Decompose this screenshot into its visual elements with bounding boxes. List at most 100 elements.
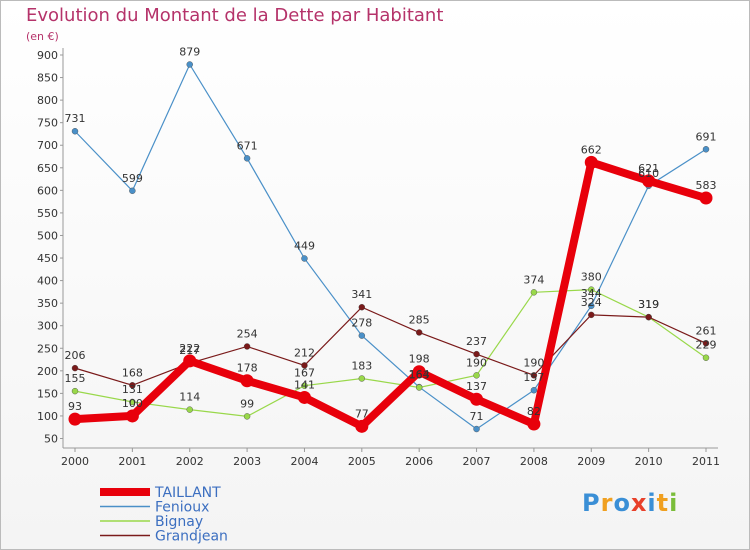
legend-label-taillant: TAILLANT — [154, 485, 221, 501]
legend-label-fenioux: Fenioux — [155, 500, 209, 516]
legend-label-grandjean: Grandjean — [155, 529, 228, 545]
data-label: 164 — [409, 368, 430, 381]
data-label: 319 — [638, 298, 659, 311]
data-label: 599 — [122, 172, 143, 185]
y-tick-label: 850 — [37, 72, 58, 85]
x-tick-label: 2008 — [520, 455, 548, 468]
y-tick-label: 450 — [37, 252, 58, 265]
data-label: 278 — [351, 317, 372, 330]
data-label: 77 — [355, 407, 369, 420]
data-point-grandjean — [415, 329, 423, 336]
y-tick-label: 250 — [37, 342, 58, 355]
data-label: 583 — [696, 179, 717, 192]
data-label: 610 — [638, 167, 659, 180]
y-tick-label: 550 — [37, 207, 58, 220]
x-tick-label: 2009 — [577, 455, 605, 468]
y-tick-label: 800 — [37, 94, 58, 107]
data-label: 731 — [65, 112, 86, 125]
series-line-taillant — [74, 157, 708, 432]
data-label: 198 — [409, 353, 430, 366]
data-point-grandjean — [645, 313, 652, 321]
data-label: 319 — [638, 298, 659, 311]
y-tick-label: 300 — [37, 320, 58, 333]
proxiti-logo: Proxiti — [582, 489, 679, 517]
x-tick-label: 2006 — [405, 455, 433, 468]
data-point-grandjean — [129, 382, 136, 389]
data-point-grandjean — [358, 304, 366, 311]
y-tick-label: 50 — [44, 433, 58, 446]
y-tick-label: 400 — [37, 275, 58, 288]
data-label: 212 — [294, 346, 315, 359]
data-point-fenioux — [702, 146, 710, 153]
data-label: 93 — [68, 400, 82, 413]
data-point-bignay — [415, 384, 423, 391]
data-point-fenioux — [71, 128, 79, 135]
data-point-bignay — [473, 372, 480, 379]
data-point-taillant — [125, 409, 139, 423]
data-point-bignay — [186, 406, 193, 413]
series-line-bignay — [74, 289, 707, 418]
data-label: 167 — [294, 367, 315, 380]
data-point-fenioux — [473, 425, 480, 433]
data-point-bignay — [129, 398, 136, 406]
data-point-taillant — [470, 392, 484, 406]
data-label: 190 — [523, 356, 544, 369]
data-point-taillant — [68, 412, 82, 426]
x-tick-label: 2001 — [118, 455, 146, 468]
data-label: 449 — [294, 239, 315, 252]
y-tick-label: 900 — [37, 49, 58, 62]
data-label: 691 — [696, 130, 717, 143]
chart-title: Evolution du Montant de la Dette par Hab… — [26, 5, 444, 26]
data-label: 671 — [237, 139, 258, 152]
x-tick-label: 2005 — [348, 455, 376, 468]
data-point-grandjean — [301, 362, 308, 369]
data-point-bignay — [243, 413, 251, 420]
data-label: 163 — [409, 369, 430, 382]
data-label: 222 — [179, 342, 200, 355]
x-tick-label: 2004 — [290, 455, 318, 468]
x-tick-label: 2011 — [692, 455, 720, 468]
y-tick-label: 500 — [37, 229, 58, 242]
data-point-taillant — [584, 155, 598, 169]
data-point-taillant — [527, 417, 541, 431]
data-point-grandjean — [530, 372, 538, 379]
y-tick-label: 350 — [37, 297, 58, 310]
data-point-taillant — [355, 419, 369, 433]
data-point-taillant — [240, 374, 254, 388]
data-label: 168 — [122, 366, 143, 379]
data-point-fenioux — [358, 332, 366, 339]
data-point-bignay — [301, 382, 308, 389]
y-tick-label: 750 — [37, 117, 58, 130]
data-label: 114 — [179, 391, 200, 404]
data-label: 131 — [122, 383, 143, 396]
y-tick-label: 150 — [37, 387, 58, 400]
series-line-grandjean — [74, 306, 707, 386]
data-label: 621 — [638, 162, 659, 175]
data-point-bignay — [358, 375, 366, 382]
x-tick-label: 2010 — [635, 455, 663, 468]
chart-subtitle: (en €) — [26, 30, 59, 43]
data-point-grandjean — [588, 311, 595, 319]
data-point-fenioux — [301, 255, 308, 262]
data-label: 178 — [237, 362, 258, 375]
y-tick-label: 700 — [37, 139, 58, 152]
y-tick-label: 100 — [37, 410, 58, 423]
x-tick-label: 2002 — [176, 455, 204, 468]
data-label: 344 — [581, 287, 602, 300]
data-point-taillant — [699, 191, 713, 205]
x-tick-label: 2000 — [61, 455, 89, 468]
data-point-grandjean — [243, 343, 251, 350]
data-point-taillant — [183, 354, 197, 368]
data-label: 82 — [527, 405, 541, 418]
data-label: 99 — [240, 397, 254, 410]
data-label: 71 — [470, 410, 484, 423]
data-point-fenioux — [129, 187, 136, 195]
x-tick-label: 2003 — [233, 455, 261, 468]
data-label: 285 — [409, 313, 430, 326]
x-tick-label: 2007 — [463, 455, 491, 468]
data-label: 137 — [466, 380, 487, 393]
data-point-bignay — [71, 387, 79, 395]
data-point-fenioux — [530, 387, 538, 394]
